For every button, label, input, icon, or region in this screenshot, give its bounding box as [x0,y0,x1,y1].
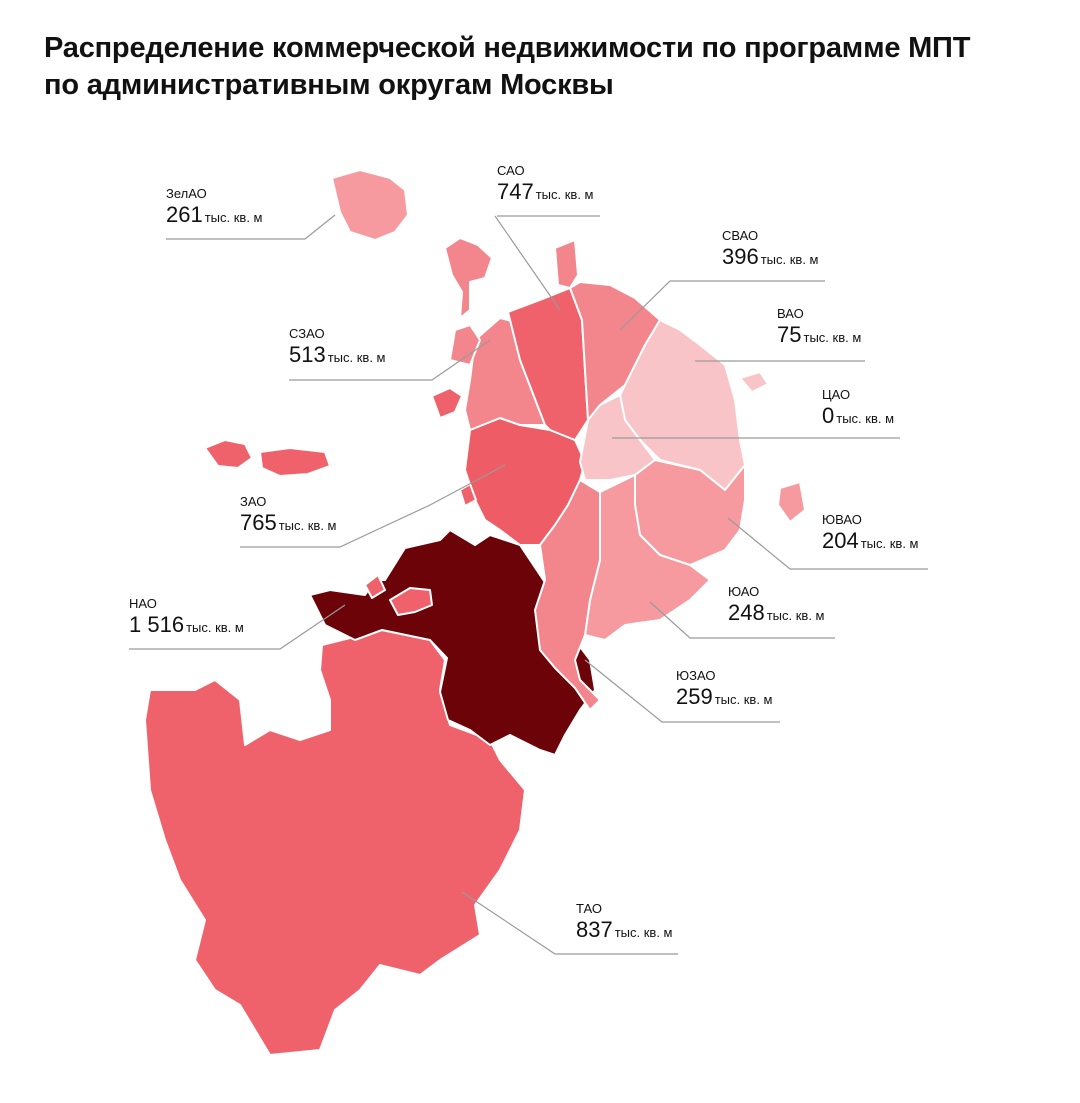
district-zelao[interactable] [331,169,409,241]
district-value: 747 [497,179,534,204]
label-nao: НАО 1 516 тыс. кв. м [129,596,244,638]
leader-line-yuzao [584,659,676,723]
leader-line-nao [129,604,346,650]
district-name: ЮВАО [822,512,862,527]
district-name: ЮАО [728,584,760,599]
leader-line-zao [240,464,506,548]
district-name: САО [497,163,525,178]
district-svao-north [554,239,579,289]
unit-text: тыс. кв. м [860,536,919,551]
district-value: 0 [822,403,835,428]
title-line-2: по административным округам Москвы [44,69,614,101]
label-yuzao: ЮЗАО 259 тыс. кв. м [676,668,773,710]
district-name: СЗАО [289,326,325,341]
leader-line-zelao [166,214,336,240]
unit-text: тыс. кв. м [714,692,773,707]
district-name: ВАО [777,306,804,321]
district-yuvao-exclave [777,481,806,523]
district-vao-exclave [739,371,769,393]
leader-lines [129,214,928,955]
district-name: ЗАО [240,494,267,509]
district-value: 1 516 [129,612,185,637]
label-svao: СВАО 396 тыс. кв. м [722,228,819,270]
label-cao: ЦАО 0 тыс. кв. м [822,387,894,429]
district-value: 396 [722,244,759,269]
exclave-west-2 [259,447,331,477]
label-tao: ТАО 837 тыс. кв. м [576,901,673,943]
district-value: 261 [166,202,203,227]
label-sao: САО 747 тыс. кв. м [497,163,594,205]
label-vao: ВАО 75 тыс. кв. м [777,306,861,348]
label-zelao: ЗелАО 261 тыс. кв. м [166,186,263,228]
exclave-west-1 [204,439,253,469]
district-name: НАО [129,596,157,611]
unit-text: тыс. кв. м [836,411,895,426]
district-name: СВАО [722,228,759,243]
unit-text: тыс. кв. м [278,518,337,533]
exclave-nao-west [364,574,386,599]
leader-line-tao [461,891,576,955]
district-value: 75 [777,322,802,347]
district-szao-exclave [449,324,481,366]
district-tao[interactable] [144,629,526,1056]
label-szao: СЗАО 513 тыс. кв. м [289,326,386,368]
district-name: ЗелАО [166,186,207,201]
district-value: 765 [240,510,277,535]
label-yuao: ЮАО 248 тыс. кв. м [728,584,825,626]
label-yuvao: ЮВАО 204 тыс. кв. м [822,512,919,554]
unit-text: тыс. кв. м [766,608,825,623]
district-yuzao[interactable] [534,479,601,711]
district-name: ЮЗАО [676,668,716,683]
district-value: 248 [728,600,765,625]
district-value: 204 [822,528,859,553]
leader-line-yuao [649,601,728,639]
district-name: ТАО [576,901,603,916]
district-sao[interactable] [507,287,589,441]
exclave-nao-ring [389,587,433,616]
unit-text: тыс. кв. м [186,620,244,635]
unit-text: тыс. кв. м [614,925,673,940]
district-value: 837 [576,917,613,942]
unit-text: тыс. кв. м [760,252,819,267]
unit-text: тыс. кв. м [327,350,386,365]
leader-line-sao [494,215,561,311]
leader-line-svao [619,280,722,331]
district-sao-north [444,237,493,319]
exclave-west-3 [431,387,463,419]
unit-text: тыс. кв. м [803,330,862,345]
leader-line-szao [289,339,491,381]
unit-text: тыс. кв. м [204,210,263,225]
district-value: 259 [676,684,713,709]
label-zao: ЗАО 765 тыс. кв. м [240,494,337,536]
district-name: ЦАО [822,387,851,402]
leader-line-yuvao [727,517,822,570]
map-title: Распределение коммерческой недвижимости … [44,30,1044,104]
title-line-1: Распределение коммерческой недвижимости … [44,32,971,64]
district-value: 513 [289,342,326,367]
unit-text: тыс. кв. м [535,187,594,202]
